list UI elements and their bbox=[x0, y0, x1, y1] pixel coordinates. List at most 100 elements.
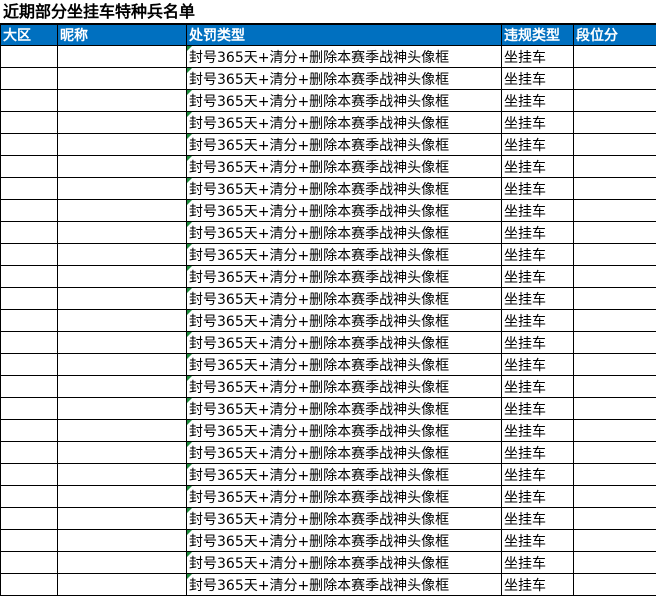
cell-penalty[interactable]: 封号365天+清分+删除本赛季战神头像框 bbox=[186, 573, 502, 596]
cell-violation[interactable]: 坐挂车 bbox=[501, 67, 574, 90]
cell-nickname[interactable] bbox=[57, 67, 187, 90]
cell-nickname[interactable] bbox=[57, 551, 187, 574]
cell-penalty[interactable]: 封号365天+清分+删除本赛季战神头像框 bbox=[186, 287, 502, 310]
cell-region[interactable] bbox=[0, 573, 58, 596]
cell-region[interactable] bbox=[0, 133, 58, 156]
cell-rank-score[interactable] bbox=[573, 309, 656, 332]
cell-rank-score[interactable] bbox=[573, 287, 656, 310]
cell-rank-score[interactable] bbox=[573, 441, 656, 464]
cell-region[interactable] bbox=[0, 177, 58, 200]
cell-penalty[interactable]: 封号365天+清分+删除本赛季战神头像框 bbox=[186, 551, 502, 574]
cell-nickname[interactable] bbox=[57, 133, 187, 156]
cell-region[interactable] bbox=[0, 199, 58, 222]
cell-rank-score[interactable] bbox=[573, 89, 656, 112]
cell-violation[interactable]: 坐挂车 bbox=[501, 375, 574, 398]
cell-nickname[interactable] bbox=[57, 353, 187, 376]
cell-rank-score[interactable] bbox=[573, 507, 656, 530]
cell-nickname[interactable] bbox=[57, 485, 187, 508]
cell-violation[interactable]: 坐挂车 bbox=[501, 155, 574, 178]
cell-rank-score[interactable] bbox=[573, 529, 656, 552]
cell-region[interactable] bbox=[0, 375, 58, 398]
cell-region[interactable] bbox=[0, 111, 58, 134]
cell-penalty[interactable]: 封号365天+清分+删除本赛季战神头像框 bbox=[186, 331, 502, 354]
cell-nickname[interactable] bbox=[57, 463, 187, 486]
cell-penalty[interactable]: 封号365天+清分+删除本赛季战神头像框 bbox=[186, 133, 502, 156]
cell-violation[interactable]: 坐挂车 bbox=[501, 419, 574, 442]
cell-rank-score[interactable] bbox=[573, 67, 656, 90]
cell-penalty[interactable]: 封号365天+清分+删除本赛季战神头像框 bbox=[186, 45, 502, 68]
cell-nickname[interactable] bbox=[57, 397, 187, 420]
cell-region[interactable] bbox=[0, 67, 58, 90]
cell-violation[interactable]: 坐挂车 bbox=[501, 221, 574, 244]
cell-nickname[interactable] bbox=[57, 111, 187, 134]
cell-penalty[interactable]: 封号365天+清分+删除本赛季战神头像框 bbox=[186, 375, 502, 398]
cell-penalty[interactable]: 封号365天+清分+删除本赛季战神头像框 bbox=[186, 221, 502, 244]
cell-nickname[interactable] bbox=[57, 177, 187, 200]
cell-rank-score[interactable] bbox=[573, 331, 656, 354]
cell-nickname[interactable] bbox=[57, 375, 187, 398]
cell-rank-score[interactable] bbox=[573, 551, 656, 574]
cell-rank-score[interactable] bbox=[573, 397, 656, 420]
cell-nickname[interactable] bbox=[57, 243, 187, 266]
cell-region[interactable] bbox=[0, 485, 58, 508]
cell-region[interactable] bbox=[0, 397, 58, 420]
cell-violation[interactable]: 坐挂车 bbox=[501, 507, 574, 530]
header-penalty[interactable]: 处罚类型 bbox=[186, 24, 502, 46]
cell-rank-score[interactable] bbox=[573, 155, 656, 178]
cell-violation[interactable]: 坐挂车 bbox=[501, 111, 574, 134]
cell-rank-score[interactable] bbox=[573, 265, 656, 288]
cell-nickname[interactable] bbox=[57, 507, 187, 530]
cell-penalty[interactable]: 封号365天+清分+删除本赛季战神头像框 bbox=[186, 155, 502, 178]
cell-penalty[interactable]: 封号365天+清分+删除本赛季战神头像框 bbox=[186, 265, 502, 288]
cell-penalty[interactable]: 封号365天+清分+删除本赛季战神头像框 bbox=[186, 309, 502, 332]
header-region[interactable]: 大区 bbox=[0, 24, 58, 46]
cell-region[interactable] bbox=[0, 507, 58, 530]
cell-region[interactable] bbox=[0, 45, 58, 68]
cell-penalty[interactable]: 封号365天+清分+删除本赛季战神头像框 bbox=[186, 397, 502, 420]
cell-nickname[interactable] bbox=[57, 419, 187, 442]
cell-violation[interactable]: 坐挂车 bbox=[501, 89, 574, 112]
header-nickname[interactable]: 昵称 bbox=[57, 24, 187, 46]
cell-nickname[interactable] bbox=[57, 529, 187, 552]
cell-penalty[interactable]: 封号365天+清分+删除本赛季战神头像框 bbox=[186, 243, 502, 266]
cell-violation[interactable]: 坐挂车 bbox=[501, 397, 574, 420]
cell-rank-score[interactable] bbox=[573, 45, 656, 68]
cell-region[interactable] bbox=[0, 155, 58, 178]
cell-rank-score[interactable] bbox=[573, 573, 656, 596]
cell-violation[interactable]: 坐挂车 bbox=[501, 243, 574, 266]
cell-violation[interactable]: 坐挂车 bbox=[501, 45, 574, 68]
cell-nickname[interactable] bbox=[57, 155, 187, 178]
cell-region[interactable] bbox=[0, 353, 58, 376]
cell-violation[interactable]: 坐挂车 bbox=[501, 529, 574, 552]
cell-region[interactable] bbox=[0, 287, 58, 310]
cell-region[interactable] bbox=[0, 89, 58, 112]
cell-violation[interactable]: 坐挂车 bbox=[501, 287, 574, 310]
cell-region[interactable] bbox=[0, 551, 58, 574]
cell-rank-score[interactable] bbox=[573, 111, 656, 134]
cell-violation[interactable]: 坐挂车 bbox=[501, 463, 574, 486]
cell-rank-score[interactable] bbox=[573, 133, 656, 156]
cell-rank-score[interactable] bbox=[573, 463, 656, 486]
cell-penalty[interactable]: 封号365天+清分+删除本赛季战神头像框 bbox=[186, 199, 502, 222]
cell-penalty[interactable]: 封号365天+清分+删除本赛季战神头像框 bbox=[186, 177, 502, 200]
cell-penalty[interactable]: 封号365天+清分+删除本赛季战神头像框 bbox=[186, 507, 502, 530]
cell-penalty[interactable]: 封号365天+清分+删除本赛季战神头像框 bbox=[186, 485, 502, 508]
cell-penalty[interactable]: 封号365天+清分+删除本赛季战神头像框 bbox=[186, 419, 502, 442]
cell-violation[interactable]: 坐挂车 bbox=[501, 353, 574, 376]
cell-region[interactable] bbox=[0, 463, 58, 486]
cell-penalty[interactable]: 封号365天+清分+删除本赛季战神头像框 bbox=[186, 111, 502, 134]
cell-nickname[interactable] bbox=[57, 309, 187, 332]
cell-penalty[interactable]: 封号365天+清分+删除本赛季战神头像框 bbox=[186, 441, 502, 464]
cell-penalty[interactable]: 封号365天+清分+删除本赛季战神头像框 bbox=[186, 463, 502, 486]
cell-violation[interactable]: 坐挂车 bbox=[501, 133, 574, 156]
cell-nickname[interactable] bbox=[57, 287, 187, 310]
cell-violation[interactable]: 坐挂车 bbox=[501, 265, 574, 288]
cell-violation[interactable]: 坐挂车 bbox=[501, 551, 574, 574]
cell-region[interactable] bbox=[0, 419, 58, 442]
cell-nickname[interactable] bbox=[57, 221, 187, 244]
cell-violation[interactable]: 坐挂车 bbox=[501, 199, 574, 222]
cell-penalty[interactable]: 封号365天+清分+删除本赛季战神头像框 bbox=[186, 353, 502, 376]
header-violation[interactable]: 违规类型 bbox=[501, 24, 574, 46]
cell-rank-score[interactable] bbox=[573, 199, 656, 222]
cell-rank-score[interactable] bbox=[573, 375, 656, 398]
